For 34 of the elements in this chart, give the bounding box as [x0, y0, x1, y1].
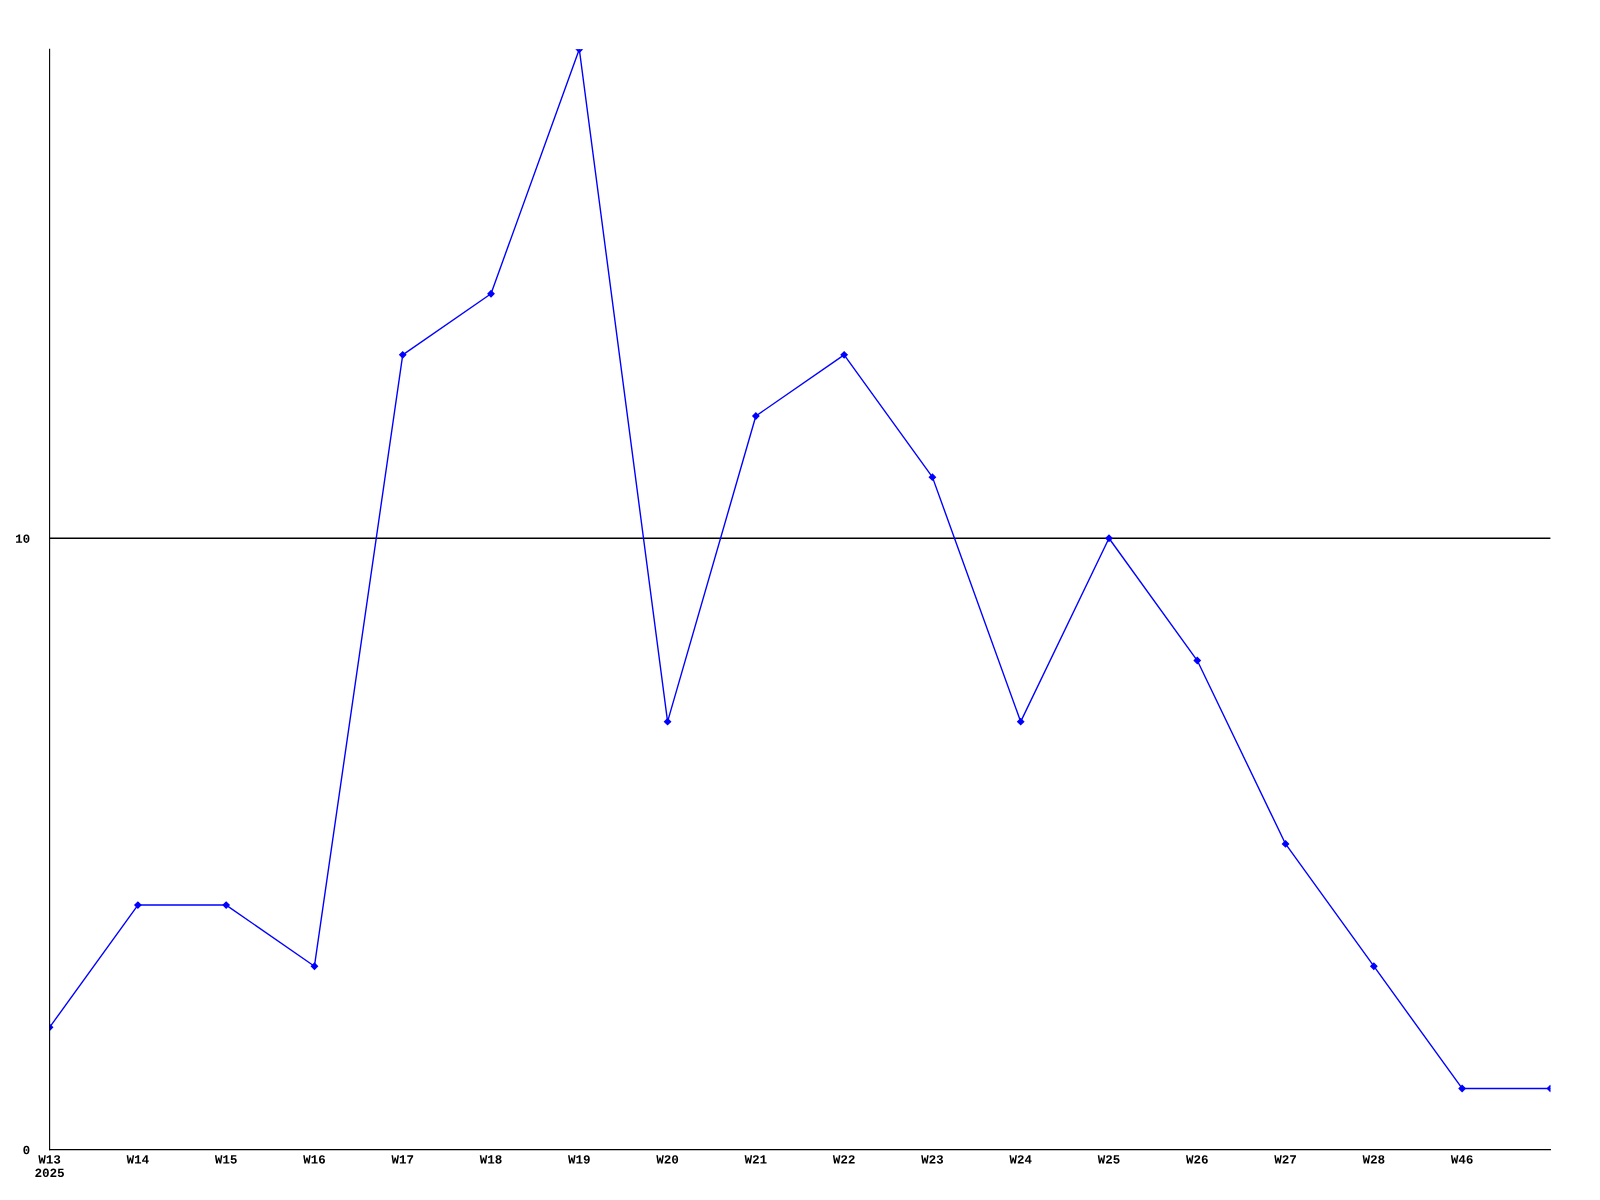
- x-tick-label: W21: [744, 1155, 767, 1164]
- x-tick-label: W26: [1186, 1155, 1208, 1164]
- point: [310, 962, 319, 970]
- point: [752, 412, 760, 420]
- point: [663, 718, 672, 726]
- point: [1370, 962, 1378, 970]
- x-tick-label: W22: [832, 1155, 855, 1164]
- x-tick-label: W15: [214, 1155, 237, 1164]
- x-tick-label: W23: [921, 1155, 944, 1164]
- point: [222, 901, 230, 909]
- y-tick-label: 0: [23, 1145, 30, 1155]
- point: [1017, 718, 1025, 726]
- point: [487, 290, 495, 298]
- x-tick-label: W24: [1009, 1155, 1032, 1164]
- x-tick-label: W20: [656, 1155, 679, 1164]
- x-tick-label: W18: [479, 1155, 502, 1164]
- point: [1105, 534, 1113, 542]
- point: [1193, 656, 1201, 665]
- x-tick-label: W16: [303, 1155, 325, 1164]
- x-tick-label: W14: [126, 1155, 149, 1164]
- x-tick-label: W46: [1450, 1155, 1473, 1164]
- x-tick-label: W17: [391, 1155, 414, 1164]
- x-tick-label: W28: [1362, 1155, 1385, 1164]
- x-tick-label: W13 2025: [35, 1155, 64, 1178]
- point: [1458, 1084, 1466, 1093]
- point: [1281, 840, 1290, 848]
- x-tick-label: W25: [1097, 1155, 1120, 1164]
- x-tick-label: W27: [1274, 1155, 1296, 1164]
- x-tick-label: W19: [568, 1155, 590, 1164]
- point: [928, 473, 937, 481]
- point: [134, 901, 142, 909]
- point: [399, 351, 407, 359]
- point: [840, 351, 848, 359]
- y-tick-label: 10: [15, 534, 30, 543]
